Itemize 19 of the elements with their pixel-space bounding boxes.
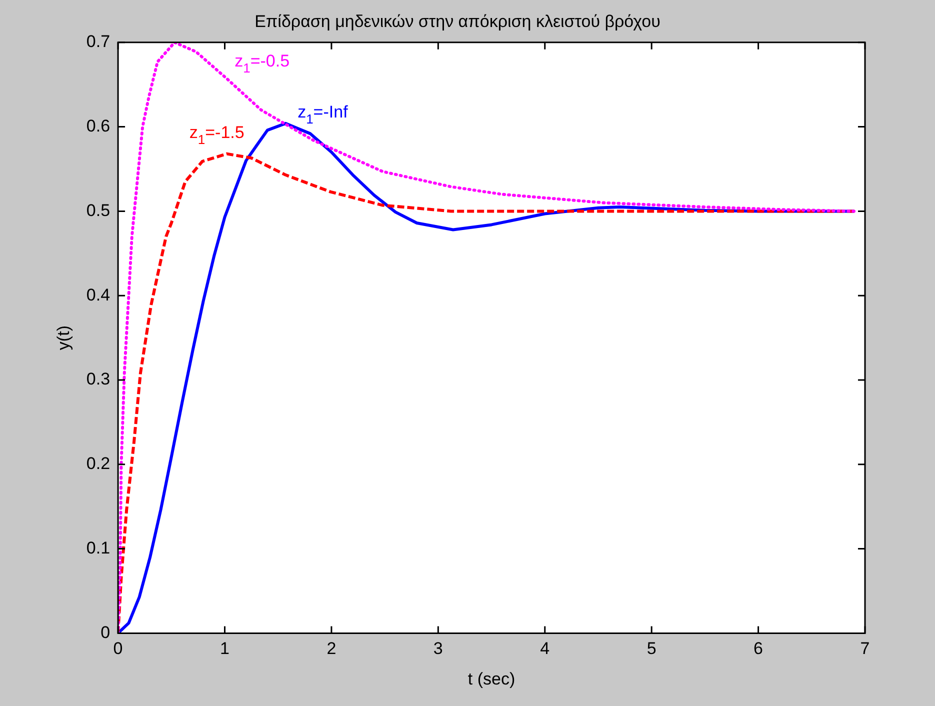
y-axis-title: y(t) [54,326,73,350]
y-tick-label: 0.2 [86,454,110,474]
x-tick-label: 7 [860,639,870,658]
x-tick-label: 0 [113,639,123,658]
x-axis-title: t (sec) [468,669,516,688]
y-tick-label: 0.3 [86,370,110,389]
y-tick-label: 0.1 [86,538,110,558]
y-tick-label: 0 [100,622,110,642]
x-tick-label: 3 [433,639,443,658]
y-tick-label: 0.7 [86,32,110,52]
chart-title: Επίδραση μηδενικών στην απόκριση κλειστού βρόχου [254,12,660,31]
y-tick-label: 0.5 [86,200,110,220]
x-tick-label: 1 [220,639,230,658]
y-tick-label: 0.6 [86,116,110,136]
x-tick-label: 4 [540,639,550,658]
x-tick-label: 2 [326,639,336,658]
y-tick-label: 0.4 [86,285,110,304]
x-tick-label: 6 [754,639,764,658]
x-tick-label: 5 [646,639,656,658]
